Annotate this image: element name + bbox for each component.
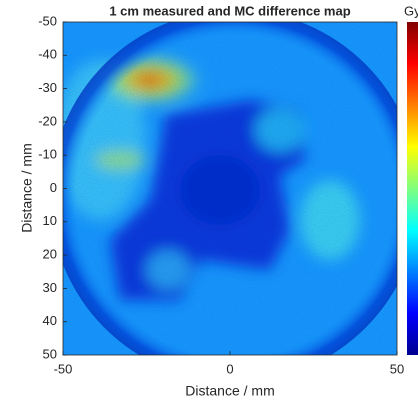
x-tick-label: 0 xyxy=(226,361,233,376)
y-tick-label: -40 xyxy=(38,47,57,62)
y-tick-label: 10 xyxy=(43,213,57,228)
heatmap-image xyxy=(63,22,397,355)
y-axis-label: Distance / mm xyxy=(19,143,35,232)
y-tick-label: 50 xyxy=(43,346,57,361)
y-tick-label: 0 xyxy=(50,180,57,195)
x-axis-label: Distance / mm xyxy=(185,383,274,399)
x-tick-label: 50 xyxy=(390,361,404,376)
y-tick-label: -50 xyxy=(38,13,57,28)
y-tick-label: -10 xyxy=(38,147,57,162)
y-tick-label: 20 xyxy=(43,247,57,262)
x-tick-label: -50 xyxy=(54,361,73,376)
y-tick-label: 40 xyxy=(43,313,57,328)
y-tick-label: 30 xyxy=(43,280,57,295)
y-tick-label: -30 xyxy=(38,80,57,95)
colorbar-label: Gy xyxy=(404,3,418,18)
chart-title: 1 cm measured and MC difference map xyxy=(109,3,350,18)
y-tick-label: -20 xyxy=(38,113,57,128)
colorbar xyxy=(407,22,418,355)
